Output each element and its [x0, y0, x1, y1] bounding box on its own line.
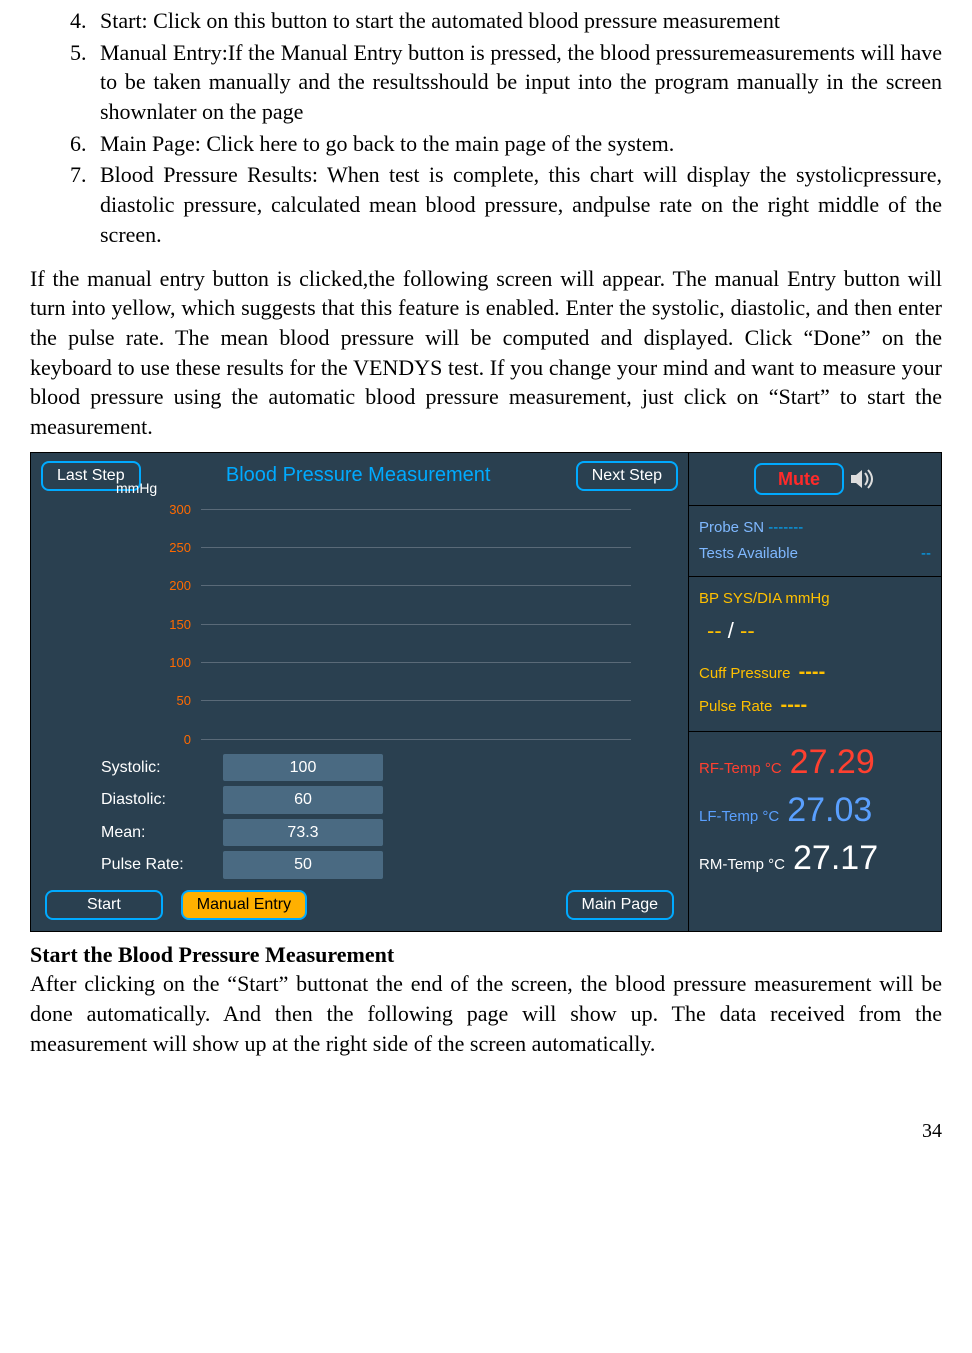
diastolic-field[interactable]: 60: [223, 786, 383, 814]
list-item: 5. Manual Entry:If the Manual Entry butt…: [70, 38, 942, 127]
grid-line: [201, 585, 631, 586]
panel-title: Blood Pressure Measurement: [151, 462, 566, 489]
grid-line: [201, 624, 631, 625]
page-number: 34: [30, 1118, 942, 1145]
bp-screenshot: Last Step Blood Pressure Measurement Nex…: [30, 452, 942, 932]
manual-entry-button[interactable]: Manual Entry: [181, 890, 307, 920]
right-panel: Mute Probe SN ------- Tests Available --…: [689, 453, 941, 931]
mean-field[interactable]: 73.3: [223, 819, 383, 847]
lf-temp-value: 27.03: [787, 788, 872, 834]
pulse-label: Pulse Rate:: [101, 854, 211, 876]
y-tick-label: 150: [151, 616, 191, 634]
rf-temp-value: 27.29: [790, 740, 875, 786]
rf-temp-row: RF-Temp °C 27.29: [699, 740, 931, 786]
heading-start-bp: Start the Blood Pressure Measurement: [30, 940, 942, 970]
list-item: 6. Main Page: Click here to go back to t…: [70, 129, 942, 159]
tests-row: Tests Available --: [699, 544, 931, 564]
next-step-button[interactable]: Next Step: [576, 461, 678, 491]
grid-line: [201, 509, 631, 510]
start-button[interactable]: Start: [45, 890, 163, 920]
systolic-row: Systolic: 100: [101, 754, 688, 782]
list-num: 6.: [70, 129, 87, 159]
probe-sn-value: -------: [768, 519, 803, 536]
grid-line: [201, 662, 631, 663]
lf-temp-row: LF-Temp °C 27.03: [699, 788, 931, 834]
paragraph-manual-entry: If the manual entry button is clicked,th…: [30, 264, 942, 442]
pulse-rate-row: Pulse Rate ----: [699, 692, 931, 719]
rm-temp-label: RM-Temp °C: [699, 855, 785, 875]
main-page-button[interactable]: Main Page: [566, 890, 675, 920]
speaker-icon: [850, 467, 876, 491]
left-panel: Last Step Blood Pressure Measurement Nex…: [31, 453, 689, 931]
probe-sn-label: Probe SN: [699, 519, 764, 536]
list-text: Blood Pressure Results: When test is com…: [100, 162, 942, 246]
instruction-list: 4. Start: Click on this button to start …: [70, 6, 942, 250]
mean-label: Mean:: [101, 822, 211, 844]
list-text: Start: Click on this button to start the…: [100, 8, 780, 33]
grid-line: [201, 547, 631, 548]
y-tick-label: 250: [151, 539, 191, 557]
y-tick-label: 100: [151, 654, 191, 672]
bp-sep: /: [728, 618, 740, 643]
mute-section: Mute: [689, 453, 941, 506]
list-num: 7.: [70, 160, 87, 190]
bp-sys: --: [707, 618, 722, 643]
probe-section: Probe SN ------- Tests Available --: [689, 506, 941, 578]
diastolic-label: Diastolic:: [101, 789, 211, 811]
list-text: Main Page: Click here to go back to the …: [100, 131, 674, 156]
pulse-rate-label: Pulse Rate: [699, 698, 772, 715]
cuff-row: Cuff Pressure ----: [699, 659, 931, 686]
bottom-row: Start Manual Entry Main Page: [31, 884, 688, 926]
mute-button[interactable]: Mute: [754, 463, 844, 495]
systolic-field[interactable]: 100: [223, 754, 383, 782]
pulse-rate-value: ----: [781, 694, 808, 716]
systolic-label: Systolic:: [101, 757, 211, 779]
tests-label: Tests Available: [699, 544, 798, 564]
pulse-field[interactable]: 50: [223, 851, 383, 879]
rm-temp-row: RM-Temp °C 27.17: [699, 836, 931, 882]
rm-temp-value: 27.17: [793, 836, 878, 882]
bp-chart: mmHg 300250200150100500: [91, 499, 651, 754]
y-axis-title: mmHg: [116, 479, 157, 498]
cuff-label: Cuff Pressure: [699, 665, 790, 682]
bp-section: BP SYS/DIA mmHg -- / -- Cuff Pressure --…: [689, 577, 941, 732]
y-tick-label: 50: [151, 692, 191, 710]
pulse-row: Pulse Rate: 50: [101, 851, 688, 879]
lf-temp-label: LF-Temp °C: [699, 807, 779, 827]
bp-value-row: -- / --: [707, 616, 931, 646]
grid-line: [201, 700, 631, 701]
paragraph-start-bp: After clicking on the “Start” buttonat t…: [30, 969, 942, 1058]
y-tick-label: 300: [151, 501, 191, 519]
y-tick-label: 0: [151, 731, 191, 749]
mean-row: Mean: 73.3: [101, 819, 688, 847]
list-text: Manual Entry:If the Manual Entry button …: [100, 40, 942, 124]
y-tick-label: 200: [151, 577, 191, 595]
chart-grid: 300250200150100500: [201, 509, 631, 739]
list-item: 4. Start: Click on this button to start …: [70, 6, 942, 36]
list-num: 4.: [70, 6, 87, 36]
input-rows: Systolic: 100 Diastolic: 60 Mean: 73.3 P…: [101, 754, 688, 879]
cuff-value: ----: [799, 661, 826, 683]
diastolic-row: Diastolic: 60: [101, 786, 688, 814]
bp-dia: --: [740, 618, 755, 643]
rf-temp-label: RF-Temp °C: [699, 759, 782, 779]
bp-label: BP SYS/DIA mmHg: [699, 589, 931, 609]
grid-line: [201, 739, 631, 740]
tests-value: --: [921, 544, 931, 564]
probe-sn-row: Probe SN -------: [699, 518, 931, 538]
temp-section: RF-Temp °C 27.29 LF-Temp °C 27.03 RM-Tem…: [689, 732, 941, 930]
list-item: 7. Blood Pressure Results: When test is …: [70, 160, 942, 249]
list-num: 5.: [70, 38, 87, 68]
